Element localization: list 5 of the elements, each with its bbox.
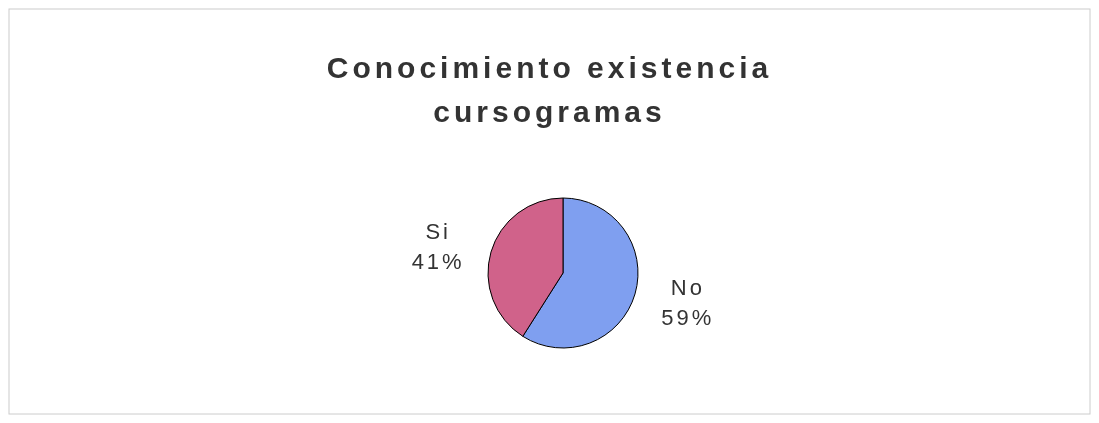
chart-title: Conocimiento existencia cursogramas — [326, 51, 773, 128]
slice-label: No — [670, 274, 705, 300]
data-label: 41% — [411, 249, 465, 275]
data-label: 59% — [661, 304, 715, 330]
slice-label: Si — [425, 219, 451, 245]
